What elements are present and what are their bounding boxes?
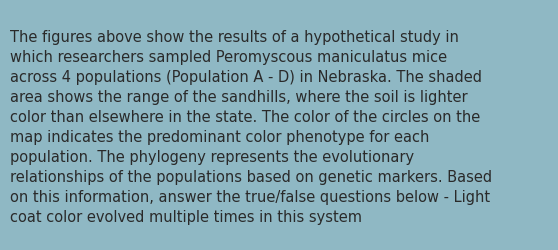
Text: The figures above show the results of a hypothetical study in
which researchers : The figures above show the results of a … [10, 30, 492, 224]
